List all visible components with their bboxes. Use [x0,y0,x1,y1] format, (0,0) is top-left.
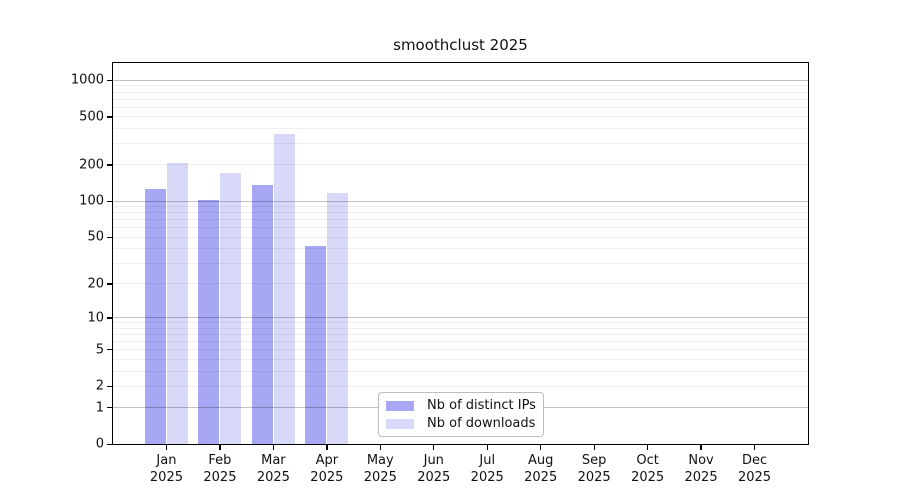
y-tick-label: 10 [87,310,104,326]
y-tick [107,283,112,285]
legend-label-downloads: Nb of downloads [427,415,536,431]
gridline-minor [113,91,808,93]
legend-label-distinct-ips: Nb of distinct IPs [427,397,536,413]
bar-downloads [220,173,242,444]
plot-area [112,62,809,445]
gridline-minor [113,262,808,264]
x-tick-label: Sep 2025 [577,453,611,485]
x-tick [593,445,595,450]
legend-item-distinct-ips: Nb of distinct IPs [386,397,543,413]
gridline-minor [113,106,808,108]
legend-swatch-distinct-ips [386,400,414,411]
legend-swatch-downloads [386,418,414,429]
y-tick [107,349,112,351]
x-tick [700,445,702,450]
gridline-minor [113,98,808,100]
bar-distinct-ips [251,184,273,444]
y-tick-label: 20 [87,276,104,292]
x-tick-label: Mar 2025 [256,453,290,485]
gridline-minor [113,327,808,329]
x-tick-label: Nov 2025 [684,453,718,485]
bar-downloads [273,134,295,444]
gridline-minor [113,206,808,208]
y-tick-label: 100 [79,193,104,209]
x-tick [272,445,275,450]
gridline-major [113,317,808,319]
x-tick [165,445,168,450]
y-tick [107,443,112,445]
gridline-minor [113,334,808,336]
x-tick [433,445,435,450]
gridline-minor [113,219,808,221]
gridline-minor [113,227,808,229]
x-tick [486,445,488,450]
y-tick [107,164,112,166]
x-tick-label: Jan 2025 [149,453,183,485]
x-tick-label: Aug 2025 [524,453,558,485]
x-tick [379,445,381,450]
gridline-minor [113,127,808,129]
x-tick-label: Apr 2025 [310,453,344,485]
y-tick-label: 1000 [70,72,104,88]
x-tick-label: Feb 2025 [203,453,237,485]
gridline-minor [113,370,808,372]
y-tick-label: 2 [95,378,104,394]
x-tick [219,445,221,450]
x-tick [540,445,542,450]
y-tick [107,116,112,118]
x-tick-label: Jul 2025 [470,453,504,485]
gridline-minor [113,164,808,166]
y-tick [107,79,112,82]
gridline-minor [113,349,808,351]
x-tick-label: Jun 2025 [417,453,451,485]
y-tick [107,317,112,319]
gridline-major [113,200,808,202]
x-tick [326,445,328,450]
y-tick-label: 200 [79,157,104,173]
bar-distinct-ips [305,246,327,444]
legend: Nb of distinct IPs Nb of downloads [378,392,544,437]
chart-title: smoothclust 2025 [393,36,528,54]
y-tick-label: 500 [79,109,104,125]
x-tick-label: Oct 2025 [631,453,665,485]
gridline-minor [113,116,808,118]
y-tick [107,385,112,387]
gridline-minor [113,358,808,360]
x-tick-label: Dec 2025 [737,453,772,485]
y-tick-label: 50 [87,229,104,245]
gridline-minor [113,385,808,387]
y-tick-label: 1 [95,400,104,415]
x-tick-label: May 2025 [363,453,397,485]
bar-downloads [166,163,188,444]
y-tick-label: 5 [95,342,104,358]
gridline-minor [113,85,808,87]
gridline-minor [113,341,808,343]
bar-downloads [327,192,349,444]
y-tick [107,200,112,202]
gridline-minor [113,236,808,238]
gridline-major [113,79,808,81]
bar-distinct-ips [198,199,220,444]
bar-distinct-ips [144,189,166,444]
legend-item-downloads: Nb of downloads [386,415,543,431]
y-tick-label: 0 [95,436,104,452]
gridline-minor [113,322,808,324]
gridline-minor [113,143,808,145]
y-tick [107,407,112,409]
gridline-minor [113,212,808,214]
gridline-minor [113,248,808,250]
x-tick [753,445,756,450]
y-tick [107,236,112,238]
gridline-minor [113,283,808,285]
x-tick [647,445,649,450]
